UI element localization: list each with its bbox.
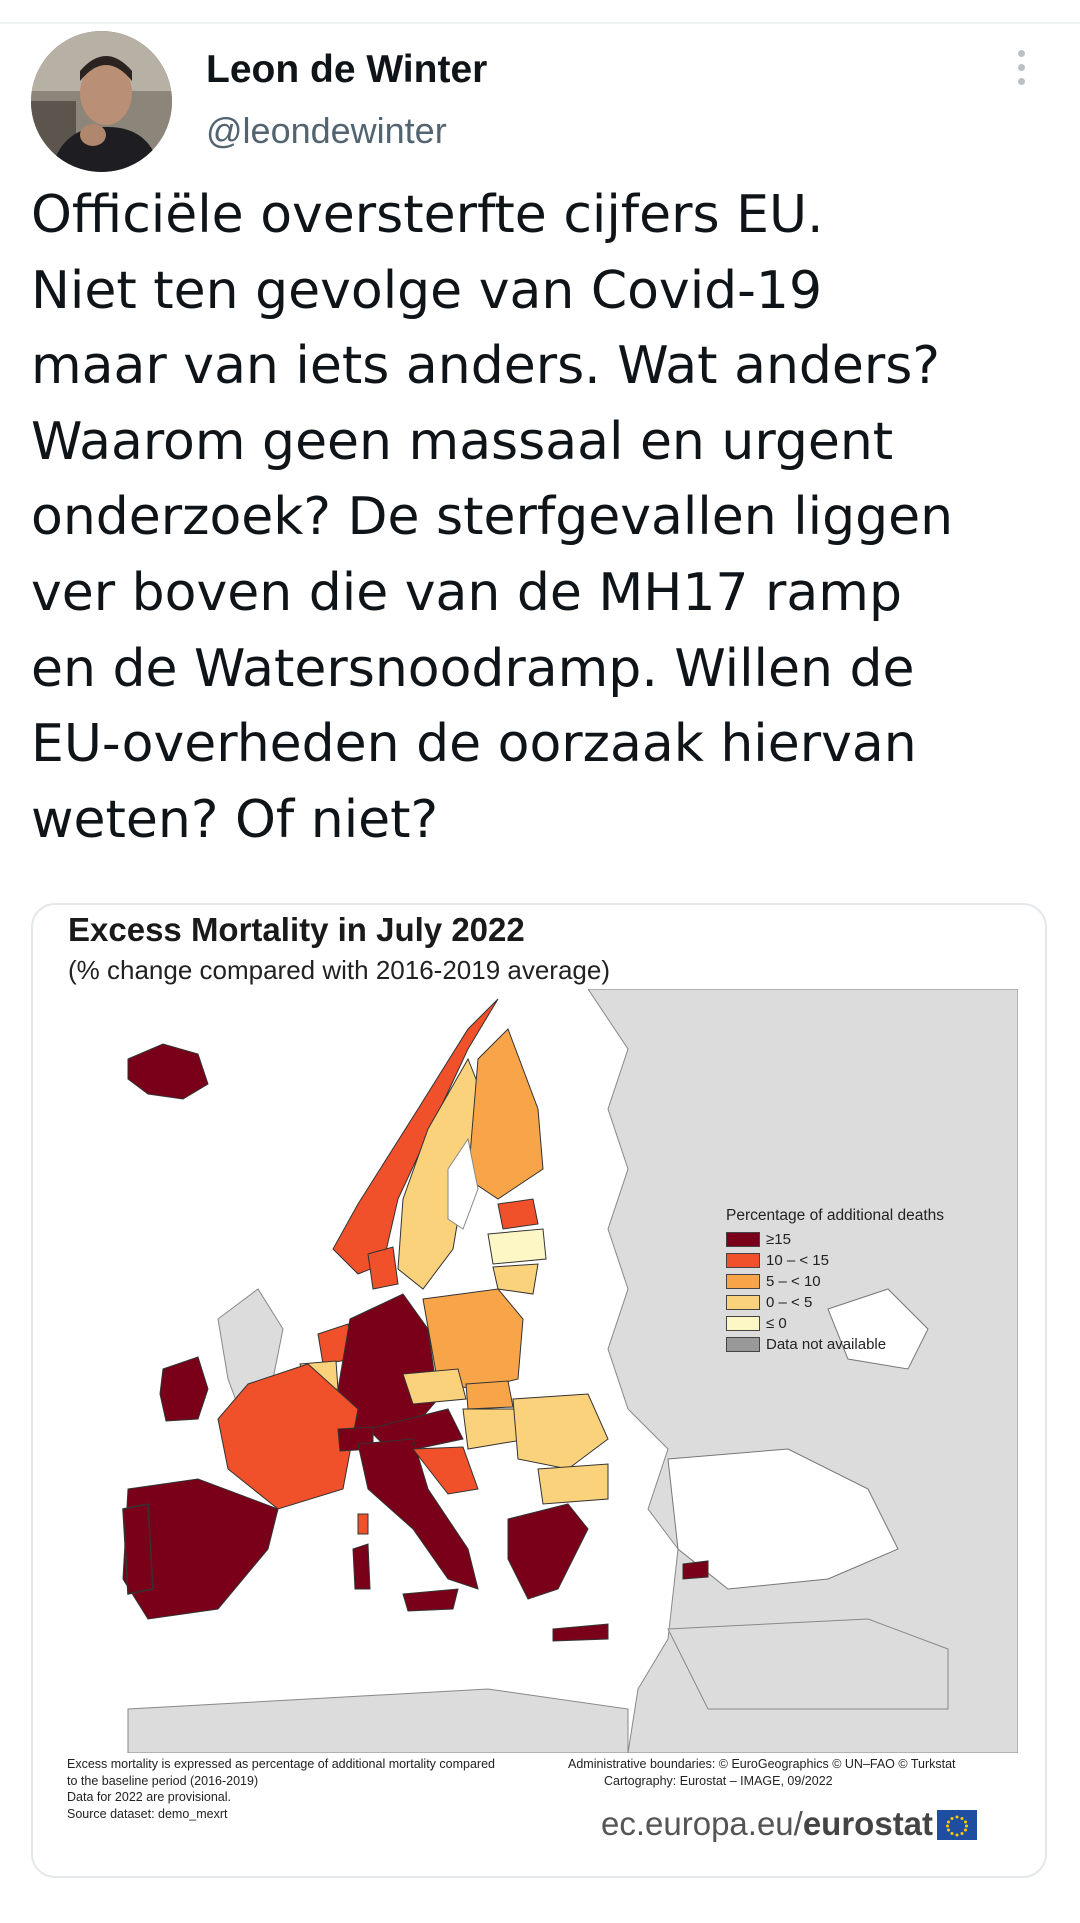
footnote-line: Excess mortality is expressed as percent… [67,1757,495,1771]
author-handle[interactable]: @leondewinter [206,110,447,151]
footnote-line: Cartography: Eurostat – IMAGE, 09/2022 [604,1773,833,1788]
footnote-left: Excess mortality is expressed as percent… [67,1756,495,1822]
tweet-text: Officiële oversterfte cijfers EU. Niet t… [31,185,954,850]
legend-swatch [726,1316,760,1331]
legend-title: Percentage of additional deaths [726,1207,945,1224]
legend-label: Data not available [766,1336,887,1353]
more-options-icon[interactable] [1010,50,1032,94]
map-legend: Percentage of additional deaths ≥15 10 –… [726,1207,944,1355]
avatar-photo [31,31,172,172]
legend-label: ≤ 0 [766,1315,787,1332]
footnote-line: Administrative boundaries: © EuroGeograp… [568,1757,956,1771]
legend-item: Data not available [726,1334,944,1355]
tweet-media-image[interactable]: Excess Mortality in July 2022 (% change … [31,903,1047,1878]
footnote-line: Data for 2022 are provisional. [67,1790,231,1804]
legend-label: 0 – < 5 [766,1294,813,1311]
legend-swatch [726,1253,760,1268]
legend-item: 5 – < 10 [726,1271,944,1292]
legend-item: 0 – < 5 [726,1292,944,1313]
europe-map-svg [68,988,1019,1754]
legend-swatch [726,1232,760,1247]
legend-label: ≥15 [766,1231,791,1248]
legend-swatch [726,1337,760,1352]
footnote-right: Administrative boundaries: © EuroGeograp… [568,1756,956,1789]
author-avatar[interactable] [31,31,172,172]
map-title: Excess Mortality in July 2022 [68,911,525,948]
source-prefix: ec.europa.eu/ [601,1805,803,1842]
legend-item: 10 – < 15 [726,1250,944,1271]
map-subtitle: (% change compared with 2016-2019 averag… [68,955,611,985]
source-brand: eurostat [802,1805,934,1842]
legend-swatch [726,1295,760,1310]
top-divider [0,22,1080,24]
legend-item: ≥15 [726,1229,944,1250]
legend-swatch [726,1274,760,1289]
legend-label: 5 – < 10 [766,1273,821,1290]
footnote-line: Source dataset: demo_mexrt [67,1806,228,1821]
eurostat-source: ec.europa.eu/eurostat [601,1805,978,1843]
legend-item: ≤ 0 [726,1313,944,1334]
footnote-line: to the baseline period (2016-2019) [67,1773,259,1788]
europe-map: Percentage of additional deaths ≥15 10 –… [68,988,1019,1754]
legend-label: 10 – < 15 [766,1252,829,1269]
eu-flag-icon [937,1810,978,1840]
author-name[interactable]: Leon de Winter [206,48,488,91]
